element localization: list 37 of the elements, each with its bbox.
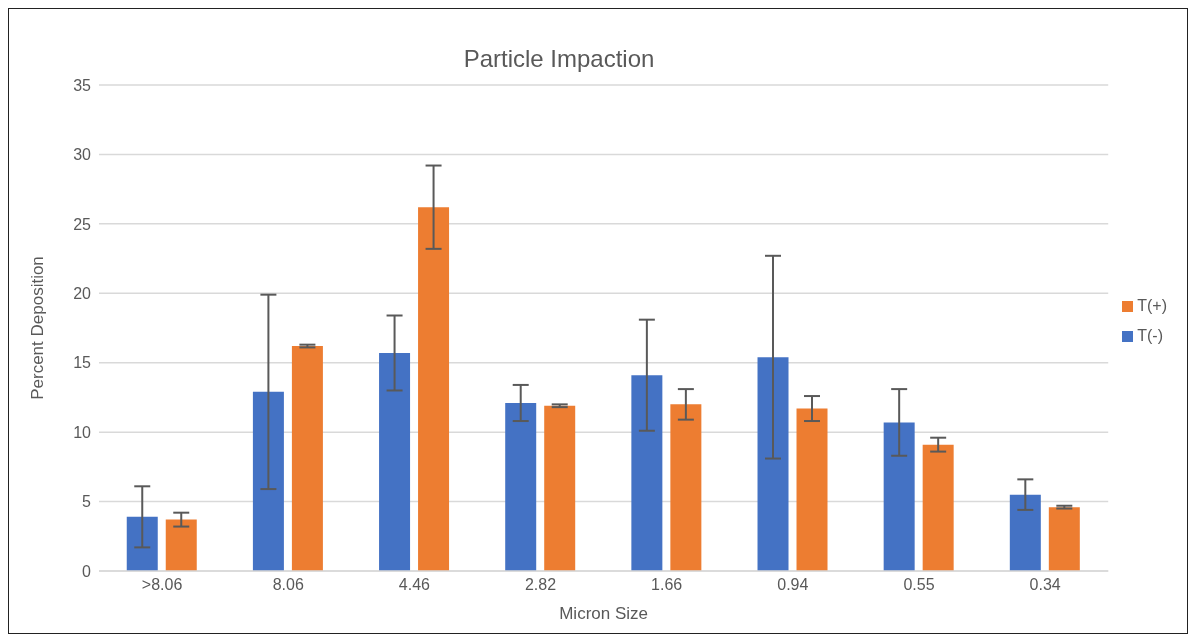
legend-label: T(+): [1137, 297, 1167, 314]
x-tick-label: 0.55: [903, 576, 935, 594]
bar: [505, 402, 537, 571]
y-tick-label: 30: [73, 146, 92, 164]
x-tick-label: 4.46: [398, 576, 431, 594]
y-tick-label: 15: [73, 354, 92, 372]
y-axis-title: Percent Deposition: [28, 256, 48, 400]
bar: [670, 404, 702, 571]
x-tick-label: 2.82: [524, 576, 557, 594]
bar: [379, 352, 411, 571]
y-tick-label: 35: [73, 76, 92, 94]
y-tick-label: 5: [82, 493, 92, 511]
bar: [922, 444, 954, 571]
y-tick-label: 25: [73, 215, 92, 233]
y-tick-label: 0: [82, 562, 92, 580]
bar: [631, 375, 663, 571]
bar: [757, 357, 789, 571]
bar: [1009, 494, 1041, 571]
legend-label: T(-): [1137, 327, 1163, 344]
x-axis-title: Micron Size: [559, 604, 649, 623]
bar: [544, 405, 576, 571]
bar: [1048, 507, 1080, 571]
bar: [418, 207, 450, 571]
bar: [165, 519, 197, 571]
x-tick-label: 8.06: [272, 576, 304, 594]
bar: [252, 391, 284, 571]
bar: [883, 422, 915, 571]
x-tick-label: 0.34: [1029, 576, 1061, 594]
x-tick-label: 1.66: [651, 576, 683, 594]
y-tick-label: 10: [73, 423, 92, 441]
x-tick-label: >8.06: [141, 576, 183, 594]
bar: [126, 516, 158, 571]
y-tick-label: 20: [73, 284, 92, 302]
x-tick-label: 0.94: [777, 576, 809, 594]
bar: [796, 408, 828, 571]
bar: [291, 346, 323, 571]
chart-title: Particle Impaction: [462, 45, 656, 73]
